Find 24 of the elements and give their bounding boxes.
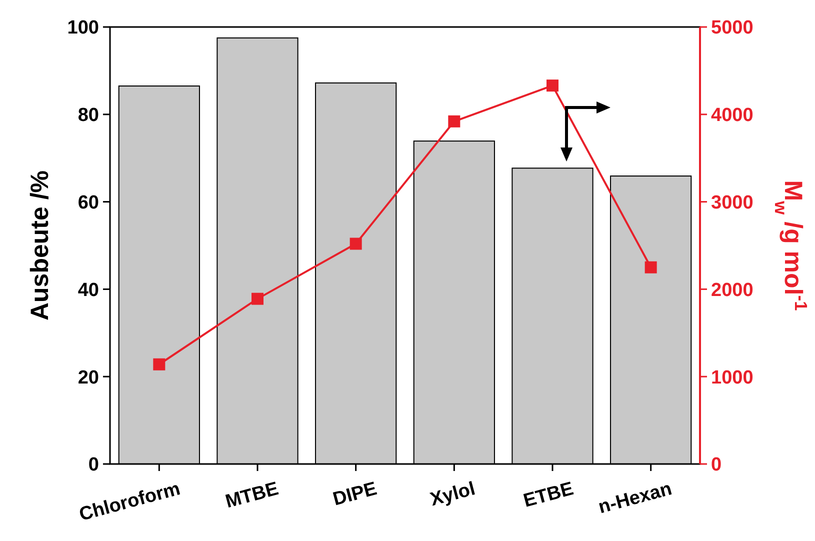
point	[448, 115, 460, 128]
y-tick-label: 40	[78, 280, 99, 301]
x-tick-label: ETBE	[521, 478, 576, 512]
x-tick-label: Xylol	[428, 478, 478, 511]
y-tick-label: 60	[78, 192, 99, 214]
y-tick-label: 20	[78, 367, 99, 388]
y2-tick-label: 0	[711, 454, 722, 476]
point	[546, 80, 558, 92]
y-tick-label: 0	[88, 454, 99, 476]
point	[153, 358, 166, 370]
y-axis-title: Ausbeute /%	[26, 170, 54, 321]
y2-tick-label: 3000	[711, 192, 754, 214]
y2-tick-label: 1000	[711, 367, 754, 388]
x-tick-label: MTBE	[223, 478, 281, 513]
x-tick-label: DIPE	[330, 478, 380, 510]
point	[252, 292, 264, 305]
y2-tick-label: 2000	[711, 280, 754, 301]
point	[350, 238, 362, 250]
y2-tick-label: 4000	[711, 105, 754, 126]
y-tick-label: 80	[78, 105, 99, 126]
y-tick-label: 100	[67, 18, 99, 39]
x-tick-label: n-Hexan	[596, 478, 674, 518]
y2-tick-label: 5000	[711, 18, 754, 39]
point	[644, 261, 657, 274]
